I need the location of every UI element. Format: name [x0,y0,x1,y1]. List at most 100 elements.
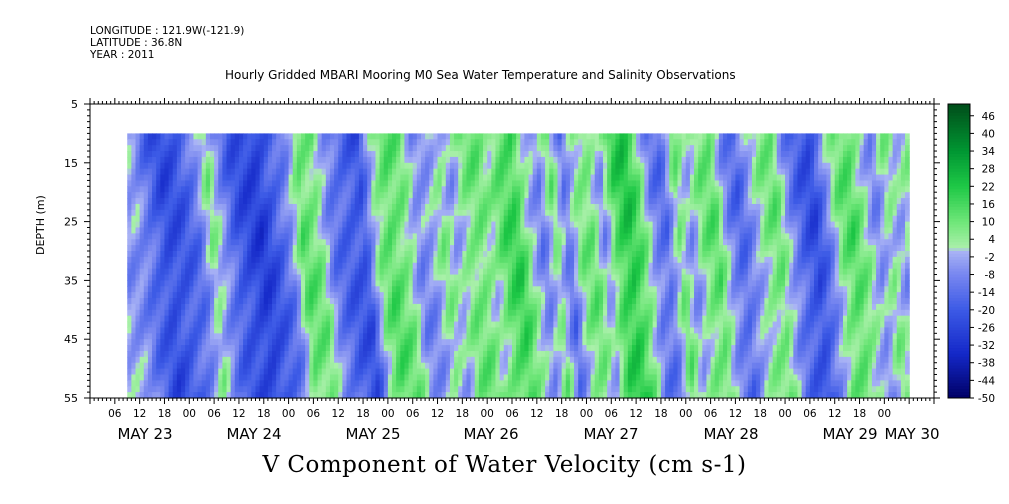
heatmap-cell [193,245,199,252]
heatmap-cell [325,198,331,205]
heatmap-cell [168,198,174,205]
heatmap-cell [441,356,447,364]
heatmap-cell [483,274,488,281]
heatmap-cell [263,262,269,270]
heatmap-cell [156,386,161,393]
heatmap-cell [255,239,261,246]
heatmap-cell [379,168,385,176]
heatmap-cell [540,374,546,381]
heatmap-cell [205,203,211,211]
heatmap-cell [280,339,286,346]
heatmap-cell [152,256,157,264]
heatmap-cell [358,162,364,170]
heatmap-cell [292,215,298,223]
heatmap-cell [284,268,290,276]
heatmap-cell [172,374,178,381]
heatmap-cell [458,239,463,246]
heatmap-cell [433,162,439,170]
heatmap-cell [516,368,521,376]
heatmap-cell [156,368,161,376]
heatmap-cell [478,386,484,393]
heatmap-cell [325,315,331,323]
heatmap-cell [363,239,368,246]
heatmap-cell [334,251,339,258]
heatmap-cell [280,203,286,211]
heatmap-cell [520,327,526,334]
heatmap-cell [545,303,550,311]
heatmap-cell [218,321,223,329]
heatmap-cell [131,245,137,252]
heatmap-cell [379,215,385,223]
heatmap-cell [549,145,554,152]
heatmap-cell [201,215,207,223]
heatmap-cell [301,327,306,334]
heatmap-cell [214,380,219,387]
heatmap-cell [404,303,410,311]
heatmap-cell [578,345,583,352]
heatmap-cell [280,392,286,399]
heatmap-cell [574,215,579,223]
heatmap-cell [127,321,132,329]
heatmap-cell [185,227,190,234]
heatmap-cell [156,168,161,176]
heatmap-cell [565,268,571,276]
heatmap-cell [226,345,232,352]
heatmap-cell [334,215,339,223]
heatmap-cell [528,368,534,376]
heatmap-cell [346,215,352,223]
heatmap-cell [267,227,273,234]
heatmap-cell [214,186,219,193]
heatmap-cell [536,321,542,329]
heatmap-cell [495,133,501,140]
heatmap-cell [143,251,149,258]
heatmap-cell [363,327,368,334]
heatmap-cell [288,139,294,146]
heatmap-cell [209,145,215,152]
heatmap-cell [127,350,132,358]
heatmap-cell [201,268,207,276]
heatmap-cell [317,209,323,217]
heatmap-cell [276,180,281,187]
heatmap-cell [449,209,455,217]
heatmap-cell [408,286,414,293]
heatmap-cell [545,368,550,376]
heatmap-cell [561,315,567,323]
heatmap-cell [181,362,186,370]
heatmap-cell [272,251,277,258]
heatmap-cell [156,268,161,276]
heatmap-cell [156,374,161,381]
heatmap-cell [276,221,281,229]
heatmap-cell [334,356,339,364]
heatmap-cell [251,339,257,346]
heatmap-cell [135,186,141,193]
heatmap-cell [329,362,335,370]
heatmap-cell [209,345,215,352]
heatmap-cell [557,174,563,182]
heatmap-cell [420,386,426,393]
heatmap-cell [540,186,546,193]
heatmap-cell [375,198,381,205]
heatmap-cell [292,350,298,358]
heatmap-cell [147,292,153,299]
heatmap-cell [466,350,472,358]
heatmap-cell [156,303,161,311]
heatmap-cell [487,292,492,299]
heatmap-cell [209,256,215,264]
heatmap-cell [458,256,463,264]
heatmap-cell [263,374,269,381]
heatmap-cell [549,156,554,164]
heatmap-cell [338,233,343,240]
heatmap-cell [520,368,526,376]
heatmap-cell [209,174,215,182]
heatmap-cell [205,133,211,140]
heatmap-cell [305,339,310,346]
heatmap-cell [234,386,240,393]
heatmap-cell [507,386,513,393]
heatmap-cell [466,315,472,323]
heatmap-cell [288,321,294,329]
heatmap-cell [218,333,223,340]
heatmap-cell [160,386,166,393]
heatmap-cell [189,139,195,146]
heatmap-cell [238,286,244,293]
heatmap-cell [251,251,257,258]
